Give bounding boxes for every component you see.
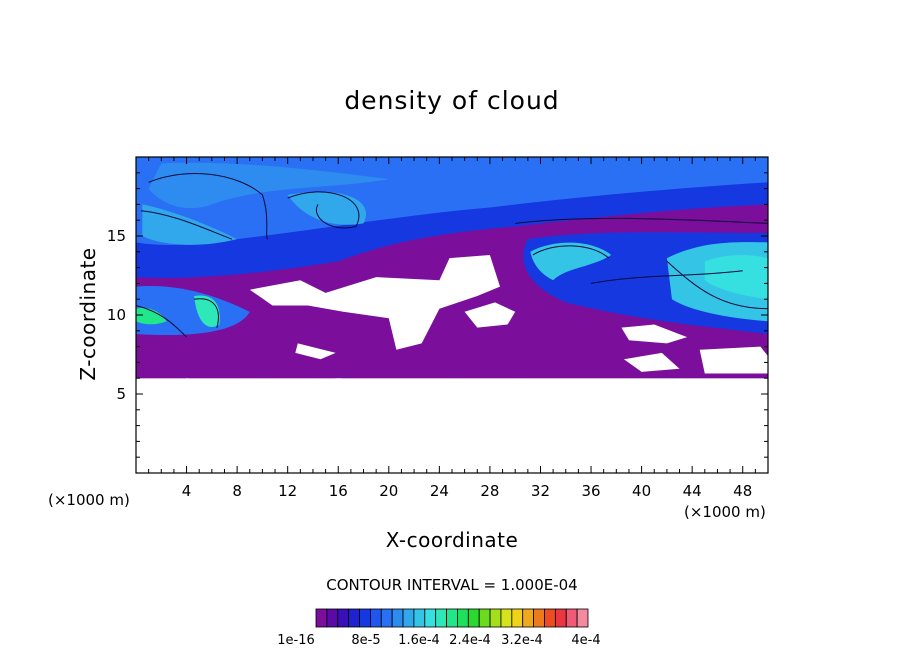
x-tick-label: 24 [430,482,449,500]
colorbar-swatch [326,608,339,628]
contour-line-4 [515,217,768,224]
x-tick-label: 48 [733,482,752,500]
x-tick-label: 16 [329,482,348,500]
contour-line-1 [148,173,268,240]
contour-line-9 [136,305,187,338]
colorbar-swatch [500,608,513,628]
x-tick-label: 44 [683,482,702,500]
colorbar-swatch [511,608,524,628]
colorbar-label: 2.4e-4 [449,633,491,648]
colorbar-swatch [446,608,458,628]
colorbar-swatch [424,608,437,628]
x-tick-label: 20 [379,482,398,500]
x-tick-label: 32 [531,482,550,500]
y-axis-label: Z-coordinate [76,247,100,381]
colorbar-swatch [380,608,393,628]
y-tick-label: 10 [107,306,126,324]
contour-line-7 [590,270,743,284]
contour-interval-note: CONTOUR INTERVAL = 1.000E-04 [326,576,578,594]
contour-line-5 [666,260,768,310]
y-tick-label: 5 [116,385,126,403]
colorbar-label: 8e-5 [351,633,380,648]
colorbar-label: 3.2e-4 [501,633,543,648]
cloud-free-region-4 [621,324,688,344]
colorbar-swatch [413,608,426,628]
colorbar-label: 4e-4 [571,633,600,648]
x-axis-unit-left: (×1000 m) [48,491,130,509]
y-axis-ticks: 5 10 15 [107,172,768,458]
cloud-free-region-6 [623,352,680,372]
x-axis-ticks: 4 8 12 16 20 24 28 32 36 40 44 48 [148,157,756,500]
cloud-free-region-5 [699,346,768,374]
colorbar-swatch [533,608,545,628]
x-tick-label: 28 [480,482,499,500]
x-axis-unit-right: (×1000 m) [684,503,766,521]
colorbar-swatch [359,608,371,628]
right-core-inner [704,254,768,300]
colorbar-swatch [522,608,534,628]
chart-title: density of cloud [344,86,560,115]
colorbar-swatch [457,608,469,628]
colorbar-swatch [391,608,404,628]
x-axis-label: X-coordinate [385,528,519,552]
colorbar-swatch [478,608,491,628]
colorbar-swatch [489,608,502,628]
mid-swirl [287,191,366,225]
left-edge-core [136,307,167,325]
left-swirl [142,204,238,245]
contour-line-3 [141,210,233,240]
x-tick-label: 36 [581,482,600,500]
x-tick-label: 40 [632,482,651,500]
colorbar-swatch [435,608,447,628]
left-cell [136,285,250,335]
colorbar-label: 1e-16 [277,633,315,648]
colorbar-swatch [348,608,360,628]
colorbar-swatch [576,608,589,628]
contour-line-8 [194,298,219,328]
cloud-free-region-3 [295,343,336,360]
cloud-density-field [136,157,768,379]
colorbar-swatch [565,608,578,628]
layer-bottom-edge [136,365,768,379]
colorbar-swatch [554,608,567,628]
x-tick-label: 8 [232,482,242,500]
contour-line-6 [532,245,610,259]
colorbar: 1e-16 8e-5 1.6e-4 2.4e-4 3.2e-4 4e-4 [277,608,601,648]
y-tick-label: 15 [107,227,126,245]
right-blob [530,242,612,281]
colorbar-swatch [467,608,480,628]
contour-line-2 [287,191,360,229]
colorbar-swatch [315,608,328,628]
colorbar-swatch [337,608,350,628]
colorbar-swatch [402,608,415,628]
cloud-free-region-1 [249,255,500,350]
colorbar-label: 1.6e-4 [398,633,440,648]
x-tick-label: 4 [182,482,192,500]
colorbar-swatch [544,608,556,628]
x-tick-label: 12 [278,482,297,500]
cloud-free-region-2 [464,302,516,328]
colorbar-swatch [369,608,382,628]
